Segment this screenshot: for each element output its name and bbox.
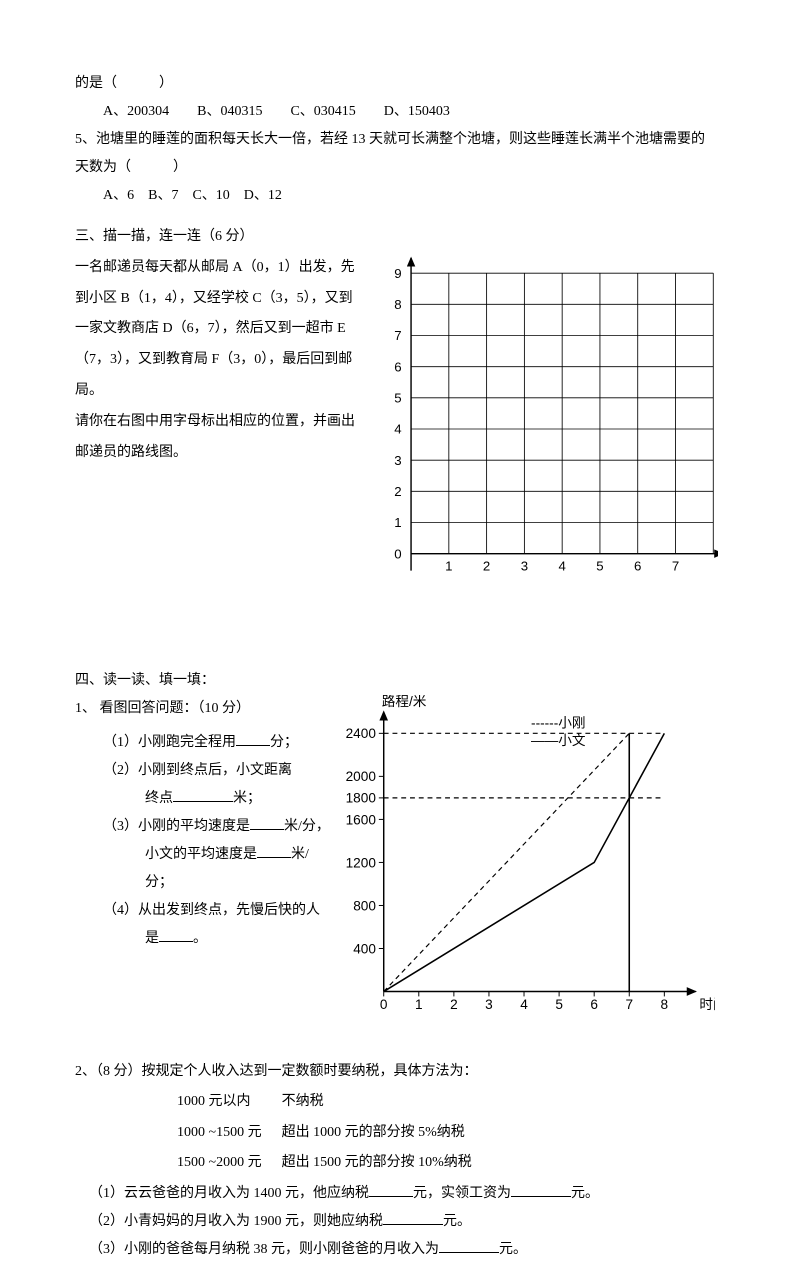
blank bbox=[173, 788, 233, 802]
q1-2-c: 米； bbox=[233, 791, 261, 806]
tax-rule: 不纳税 bbox=[282, 1088, 490, 1117]
svg-text:3: 3 bbox=[394, 453, 401, 468]
section4-title: 四、读一读、填一填： bbox=[75, 667, 718, 695]
svg-text:1600: 1600 bbox=[346, 812, 377, 827]
svg-text:7: 7 bbox=[394, 328, 401, 343]
svg-text:5: 5 bbox=[394, 391, 401, 406]
svg-text:6: 6 bbox=[634, 559, 641, 574]
q2-3-a: （3）小刚的爸爸每月纳税 38 元，则小刚爸爸的月收入为 bbox=[89, 1242, 439, 1257]
table-row: 1000 ~1500 元超出 1000 元的部分按 5%纳税 bbox=[177, 1119, 490, 1148]
q1-4-c: 。 bbox=[193, 931, 207, 946]
q2-2-a: （2）小青妈妈的月收入为 1900 元，则她应纳税 bbox=[89, 1214, 383, 1229]
svg-text:7: 7 bbox=[672, 559, 679, 574]
q2-2-b: 元。 bbox=[443, 1214, 471, 1229]
q2-sub3: （3）小刚的爸爸每月纳税 38 元，则小刚爸爸的月收入为 元。 bbox=[75, 1236, 718, 1264]
q5-options: A、6 B、7 C、10 D、12 bbox=[75, 182, 718, 210]
q1-sub4b: 是。 bbox=[75, 925, 335, 953]
svg-text:3: 3 bbox=[521, 559, 528, 574]
svg-text:1: 1 bbox=[415, 997, 423, 1012]
blank bbox=[369, 1183, 413, 1197]
svg-text:1800: 1800 bbox=[346, 791, 377, 806]
svg-text:2: 2 bbox=[394, 484, 401, 499]
q1-3-b: 米/分， bbox=[284, 819, 330, 834]
blank bbox=[383, 1211, 443, 1225]
blank bbox=[257, 844, 291, 858]
svg-text:6: 6 bbox=[590, 997, 598, 1012]
svg-text:9: 9 bbox=[394, 266, 401, 281]
svg-text:8: 8 bbox=[661, 997, 669, 1012]
q2-1-b: 元，实领工资为 bbox=[413, 1186, 511, 1201]
table-row: 1000 元以内不纳税 bbox=[177, 1088, 490, 1117]
svg-text:3: 3 bbox=[485, 997, 493, 1012]
svg-text:800: 800 bbox=[353, 898, 376, 913]
tax-rules-table: 1000 元以内不纳税 1000 ~1500 元超出 1000 元的部分按 5%… bbox=[175, 1086, 492, 1180]
section3-paragraph-1: 一名邮递员每天都从邮局 A（0，1）出发，先到小区 B（1，4），又经学校 C（… bbox=[75, 253, 360, 407]
prev-question-tail: 的是（ ） bbox=[75, 70, 718, 98]
svg-text:——小文: ——小文 bbox=[531, 733, 586, 748]
q1-3-a: （3）小刚的平均速度是 bbox=[103, 819, 250, 834]
svg-text:5: 5 bbox=[596, 559, 603, 574]
svg-text:2: 2 bbox=[483, 559, 490, 574]
svg-text:2400: 2400 bbox=[346, 726, 377, 741]
svg-text:7: 7 bbox=[625, 997, 633, 1012]
svg-text:5: 5 bbox=[555, 997, 563, 1012]
svg-text:8: 8 bbox=[394, 297, 401, 312]
svg-text:0: 0 bbox=[394, 546, 401, 561]
blank bbox=[250, 816, 284, 830]
blank bbox=[159, 928, 193, 942]
svg-text:400: 400 bbox=[353, 941, 376, 956]
q1-sub4a: （4）从出发到终点，先慢后快的人 bbox=[75, 897, 335, 925]
svg-text:1200: 1200 bbox=[346, 855, 377, 870]
tax-tier: 1000 ~1500 元 bbox=[177, 1119, 280, 1148]
svg-text:1: 1 bbox=[445, 559, 452, 574]
tax-tier: 1000 元以内 bbox=[177, 1088, 280, 1117]
distance-time-chart: 0 1 2 3 4 5 6 7 8 400 800 1200 1600 1800 2000 2400 路程/米时… bbox=[335, 695, 715, 1025]
tax-rule: 超出 1500 元的部分按 10%纳税 bbox=[282, 1149, 490, 1178]
svg-text:------小刚: ------小刚 bbox=[531, 715, 585, 730]
q2-1-a: （1）云云爸爸的月收入为 1400 元，他应纳税 bbox=[89, 1186, 369, 1201]
svg-text:4: 4 bbox=[394, 422, 401, 437]
blank bbox=[439, 1239, 499, 1253]
svg-text:2000: 2000 bbox=[346, 769, 377, 784]
q1-2-b: 终点 bbox=[145, 791, 173, 806]
table-row: 1500 ~2000 元超出 1500 元的部分按 10%纳税 bbox=[177, 1149, 490, 1178]
q1-sub2b: 终点 米； bbox=[75, 785, 335, 813]
q2-1-c: 元。 bbox=[571, 1186, 599, 1201]
q1-3-c: 小文的平均速度是 bbox=[145, 847, 257, 862]
q2-sub2: （2）小青妈妈的月收入为 1900 元，则她应纳税 元。 bbox=[75, 1208, 718, 1236]
blank bbox=[236, 732, 270, 746]
svg-text:2: 2 bbox=[450, 997, 458, 1012]
q1-head: 1、 看图回答问题：（10 分） bbox=[75, 695, 335, 723]
q2-head: 2、（8 分）按规定个人收入达到一定数额时要纳税，具体方法为： bbox=[75, 1058, 718, 1086]
q5-text: 5、池塘里的睡莲的面积每天长大一倍，若经 13 天就可长满整个池塘，则这些睡莲长… bbox=[75, 126, 718, 182]
q1-4-b: 是 bbox=[145, 931, 159, 946]
svg-text:时间/分: 时间/分 bbox=[699, 997, 715, 1012]
q2-3-b: 元。 bbox=[499, 1242, 527, 1257]
svg-text:6: 6 bbox=[394, 359, 401, 374]
svg-text:0: 0 bbox=[380, 997, 388, 1012]
section3-paragraph-2: 请你在右图中用字母标出相应的位置，并画出邮递员的路线图。 bbox=[75, 407, 360, 469]
q1-sub3b: 小文的平均速度是米/分； bbox=[75, 841, 335, 897]
svg-text:路程/米: 路程/米 bbox=[382, 695, 427, 709]
coordinate-grid: 1 2 3 4 5 6 7 0 1 2 3 4 5 6 7 8 9 bbox=[378, 222, 718, 602]
blank bbox=[511, 1183, 571, 1197]
q1-sub3a: （3）小刚的平均速度是 米/分， bbox=[75, 813, 335, 841]
prev-question-options: A、200304 B、040315 C、030415 D、150403 bbox=[75, 98, 718, 126]
svg-text:4: 4 bbox=[520, 997, 528, 1012]
tax-tier: 1500 ~2000 元 bbox=[177, 1149, 280, 1178]
tax-rule: 超出 1000 元的部分按 5%纳税 bbox=[282, 1119, 490, 1148]
svg-text:4: 4 bbox=[558, 559, 565, 574]
q1-1-a: （1）小刚跑完全程用 bbox=[103, 735, 236, 750]
section3-text: 三、描一描，连一连（6 分） 一名邮递员每天都从邮局 A（0，1）出发，先到小区… bbox=[75, 222, 360, 607]
q1-sub1: （1）小刚跑完全程用 分； bbox=[75, 729, 335, 757]
q1-sub2a: （2）小刚到终点后，小文距离 bbox=[75, 757, 335, 785]
q2-sub1: （1）云云爸爸的月收入为 1400 元，他应纳税 元，实领工资为 元。 bbox=[75, 1180, 718, 1208]
section3-title: 三、描一描，连一连（6 分） bbox=[75, 222, 360, 253]
q1-1-b: 分； bbox=[270, 735, 298, 750]
svg-text:1: 1 bbox=[394, 515, 401, 530]
